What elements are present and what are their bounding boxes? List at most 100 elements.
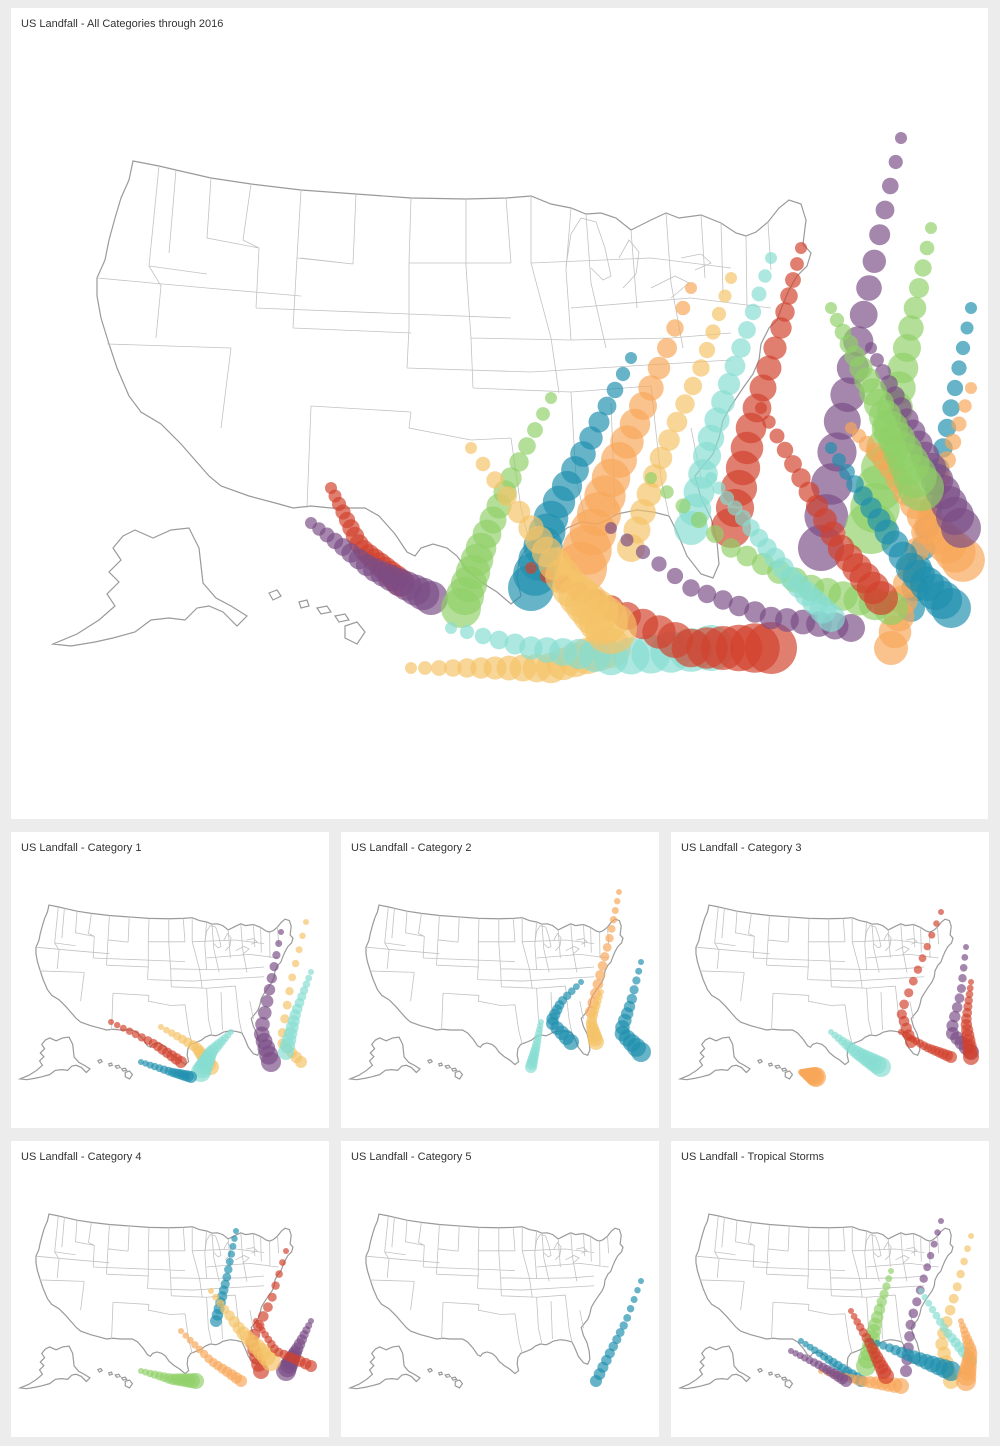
panel-title: US Landfall - Category 1 <box>21 842 142 854</box>
storm-track-dot <box>932 1311 941 1320</box>
storm-track-dot <box>474 627 492 645</box>
storm-track-dot <box>235 1375 247 1387</box>
us-basemap <box>52 160 812 647</box>
storm-track-dot <box>918 1288 924 1294</box>
storm-track-dot <box>705 324 721 340</box>
storm-track-dot <box>216 1299 225 1308</box>
storm-track-dot <box>956 1269 965 1279</box>
storm-track-dot <box>108 1019 114 1025</box>
storm-track-dot <box>717 372 741 396</box>
storm-track-dot <box>711 306 727 322</box>
storm-track-dot <box>806 1067 826 1087</box>
storm-track-dot <box>675 300 691 316</box>
storm-track-dot <box>441 588 481 628</box>
storm-track-dot <box>191 1341 199 1349</box>
storm-track-dot <box>414 581 448 615</box>
storm-track-dot <box>951 360 967 376</box>
storm-track-dot <box>964 1245 971 1253</box>
storm-track-dot <box>590 1375 602 1387</box>
storm-track-dot <box>280 1014 290 1024</box>
storm-track-dot <box>776 441 794 459</box>
storm-track-dot <box>186 1336 194 1344</box>
storm-track-dot <box>275 1270 283 1278</box>
storm-track-dot <box>595 970 606 981</box>
storm-track-dot <box>832 453 846 467</box>
storm-track-dot <box>279 1259 286 1266</box>
storm-track-dot <box>763 336 787 360</box>
storm-track-dot <box>850 1313 858 1320</box>
storm-track-dot <box>175 1056 187 1068</box>
storm-track-dot <box>573 983 580 990</box>
storm-track-dot <box>923 942 931 951</box>
storm-track-dot <box>683 376 703 396</box>
storm-track-dot <box>682 579 700 597</box>
panel-title: US Landfall - Category 4 <box>21 1151 142 1163</box>
panel-category-3: US Landfall - Category 3 <box>671 832 989 1128</box>
storm-track-dot <box>961 954 969 961</box>
storm-track-dot <box>208 1288 214 1294</box>
storm-track-dot <box>509 452 529 472</box>
storm-track-dot <box>728 595 750 617</box>
storm-track-dot <box>225 1257 234 1266</box>
storm-track-dot <box>651 556 667 572</box>
storm-track-dot <box>638 959 644 965</box>
storm-track-dot <box>965 990 974 999</box>
map-category-2 <box>349 889 651 1080</box>
storm-track-dot <box>744 303 762 321</box>
map-all-categories <box>52 132 985 684</box>
storm-track-dot <box>605 934 614 943</box>
storm-track-dot <box>895 132 907 144</box>
storm-track-dot <box>635 544 651 560</box>
storm-track-dot <box>788 1348 794 1354</box>
storm-track-dot <box>736 545 758 567</box>
storm-track-dot <box>605 522 617 534</box>
storm-track-dot <box>295 1056 307 1068</box>
storm-track-dot <box>965 302 977 314</box>
storm-track-dot <box>925 222 937 234</box>
storm-track-dot <box>941 1361 961 1381</box>
storm-track-dot <box>944 433 962 451</box>
storm-track-dot <box>885 1275 893 1283</box>
storm-track-dot <box>666 567 684 585</box>
storm-track-dot <box>933 920 940 927</box>
storm-track-dot <box>616 889 622 895</box>
storm-track-dot <box>919 240 935 256</box>
storm-track-dot <box>299 932 306 939</box>
storm-track-dot <box>959 964 968 972</box>
storm-track-dot <box>882 177 899 195</box>
storm-track-dot <box>272 951 281 960</box>
storm-track-dot <box>864 581 898 615</box>
storm-track-dot <box>849 300 878 329</box>
storm-track-dot <box>227 1250 236 1258</box>
storm-track-dot <box>698 341 716 359</box>
storm-track-dot <box>445 622 457 634</box>
storm-track-dot <box>705 472 717 484</box>
storm-track-dot <box>188 1373 204 1389</box>
storm-track-dot <box>938 909 944 915</box>
storm-track-dot <box>955 340 971 356</box>
storm-track-dot <box>913 965 923 974</box>
panel-title: US Landfall - Category 5 <box>351 1151 472 1163</box>
storm-track-dot <box>222 1272 232 1282</box>
storm-track-dot <box>925 1299 933 1307</box>
panel-title: US Landfall - Category 2 <box>351 842 472 854</box>
storm-track-dot <box>856 1356 876 1376</box>
storm-track-dot <box>921 1294 928 1301</box>
storm-track-dot <box>631 1042 651 1062</box>
storm-track-dot <box>692 359 710 377</box>
storm-track-dot <box>795 242 807 254</box>
landfall-dots <box>305 132 985 684</box>
storm-track-dot <box>210 1315 222 1327</box>
storm-track-dot <box>119 1024 127 1032</box>
storm-track-dot <box>626 1305 635 1313</box>
storm-track-dot <box>645 472 657 484</box>
storm-track-dot <box>158 1024 164 1030</box>
panel-category-2: US Landfall - Category 2 <box>341 832 659 1128</box>
storm-track-dot <box>258 1006 272 1020</box>
storm-track-dot <box>898 465 944 511</box>
storm-track-dot <box>585 602 637 654</box>
storm-track-dot <box>817 604 845 632</box>
storm-track-dot <box>278 929 284 935</box>
storm-track-dot <box>918 954 927 963</box>
us-basemap <box>19 904 294 1080</box>
